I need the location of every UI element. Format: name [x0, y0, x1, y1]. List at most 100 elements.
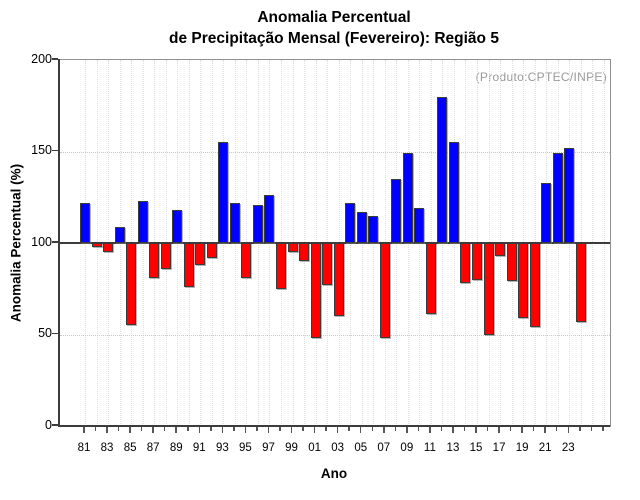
plot-area: (Produto:CPTEC/INPE): [59, 59, 611, 427]
bar-2008: [391, 178, 402, 243]
bar-1981: [80, 202, 90, 243]
y-tick: [52, 332, 58, 335]
bar-2013: [448, 142, 459, 243]
x-tick-label: 81: [77, 442, 91, 454]
x-tick: [83, 427, 85, 433]
x-tick-label: 85: [123, 442, 137, 454]
bar-2000: [299, 243, 310, 262]
chart-title: Anomalia Percentual de Precipitação Mens…: [59, 7, 609, 49]
x-tick: [279, 427, 281, 431]
x-tick: [290, 427, 293, 433]
x-tick: [521, 427, 523, 433]
x-tick: [152, 427, 154, 433]
bar-2023: [564, 147, 575, 243]
bar-1991: [195, 243, 206, 265]
bar-2020: [529, 243, 540, 328]
x-tick: [440, 427, 443, 431]
x-tick: [94, 427, 97, 431]
x-tick-label: 01: [308, 442, 321, 454]
x-tick: [325, 427, 327, 431]
x-tick: [429, 427, 431, 433]
x-tick: [544, 427, 546, 433]
bar-2017: [495, 243, 506, 256]
x-tick: [555, 427, 558, 431]
y-tick: [52, 58, 58, 60]
x-axis-title: Ano: [320, 466, 348, 481]
x-tick-label: 93: [215, 442, 229, 454]
x-tick-label: 21: [538, 442, 552, 454]
x-tick: [579, 427, 581, 431]
chart-title-line1: Anomalia Percentual: [257, 9, 411, 26]
x-tick-label: 15: [469, 442, 483, 454]
bar-2011: [425, 243, 436, 315]
bar-1997: [264, 195, 275, 243]
x-tick-label: 05: [354, 442, 368, 454]
x-tick: [602, 427, 604, 431]
x-tick: [221, 427, 224, 433]
x-tick-label: 09: [400, 442, 414, 454]
x-tick: [394, 427, 397, 431]
bar-1993: [218, 142, 229, 243]
x-tick: [452, 427, 454, 433]
x-tick-label: 17: [492, 442, 506, 454]
bar-1995: [241, 243, 252, 278]
bar-1992: [206, 243, 217, 258]
x-tick-label: 19: [515, 442, 529, 454]
bar-2014: [460, 243, 471, 284]
x-tick-label: 91: [192, 442, 206, 454]
bar-2003: [333, 243, 344, 317]
y-tick: [52, 241, 58, 243]
x-tick: [267, 427, 270, 433]
bar-2016: [483, 243, 494, 335]
x-tick: [486, 427, 489, 431]
source-annotation: (Produto:CPTEC/INPE): [475, 70, 607, 84]
x-tick: [313, 427, 316, 433]
bar-1994: [229, 202, 240, 243]
bar-2001: [310, 243, 321, 339]
x-tick: [163, 427, 166, 431]
x-tick-label: 95: [239, 442, 252, 454]
x-tick: [383, 427, 385, 433]
y-gridline-150: [60, 151, 610, 153]
x-tick-label: 89: [169, 442, 183, 454]
x-tick: [498, 427, 500, 433]
bar-1988: [160, 243, 171, 269]
x-tick: [210, 427, 212, 431]
bar-2015: [472, 243, 483, 280]
y-tick: [52, 424, 58, 426]
x-tick: [406, 427, 408, 433]
x-tick: [106, 427, 108, 433]
bar-1983: [103, 243, 114, 253]
bar-1987: [149, 243, 160, 278]
bar-1990: [183, 243, 194, 287]
bar-1982: [91, 243, 102, 247]
bar-2004: [345, 202, 356, 243]
x-tick-label: 97: [262, 442, 275, 454]
x-tick: [117, 427, 120, 431]
x-tick: [348, 427, 350, 431]
x-axis-line: [58, 425, 610, 427]
bar-2024: [575, 243, 586, 322]
bar-2005: [356, 211, 367, 243]
bar-1996: [252, 204, 263, 243]
x-tick: [233, 427, 235, 431]
bar-1999: [287, 243, 298, 253]
x-tick-label: 99: [285, 442, 298, 454]
x-tick: [140, 427, 143, 431]
y-tick-label: 0: [45, 417, 52, 432]
x-tick: [417, 427, 420, 431]
y-tick: [52, 149, 58, 152]
x-tick: [359, 427, 362, 433]
x-tick-label: 87: [146, 442, 160, 454]
x-tick: [302, 427, 304, 431]
x-tick: [371, 427, 373, 431]
x-tick: [175, 427, 177, 433]
y-tick-label: 150: [31, 143, 52, 157]
bar-1998: [276, 243, 286, 289]
bar-2019: [518, 243, 529, 319]
x-tick: [567, 427, 569, 433]
x-tick-label: 13: [446, 442, 460, 454]
bar-2010: [414, 208, 425, 243]
x-tick: [256, 427, 258, 431]
